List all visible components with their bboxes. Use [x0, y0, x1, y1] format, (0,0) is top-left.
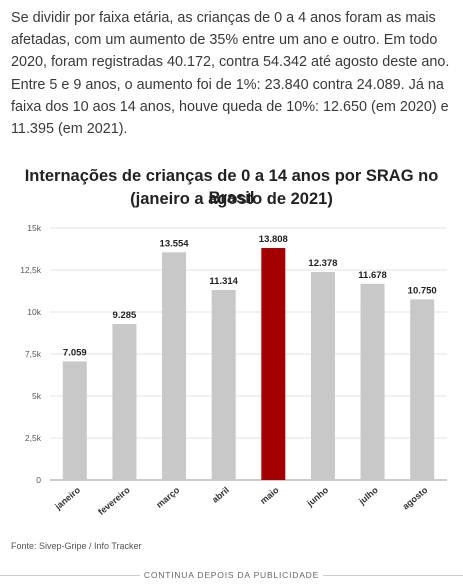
- value-label: 13.808: [259, 234, 288, 245]
- ad-divider: CONTINUA DEPOIS DA PUBLICIDADE: [0, 568, 463, 582]
- bar-março: [162, 252, 187, 480]
- y-tick-label: 2,5k: [25, 433, 42, 443]
- bar-maio: [261, 248, 286, 480]
- bars: [62, 248, 435, 480]
- x-tick-label: maio: [258, 485, 281, 506]
- chart-subtitle: (janeiro a agosto de 2021): [130, 190, 333, 208]
- bar-agosto: [410, 299, 435, 480]
- bar-junho: [310, 272, 335, 480]
- y-tick-label: 10k: [27, 307, 41, 317]
- bar-abril: [211, 289, 236, 480]
- ad-divider-line-left: [0, 575, 140, 576]
- x-tick-label: fevereiro: [96, 485, 132, 517]
- y-tick-label: 15k: [27, 223, 41, 233]
- value-label: 13.554: [160, 238, 190, 249]
- x-tick-label: junho: [304, 485, 330, 509]
- article-paragraph: Se dividir por faixa etária, as crianças…: [11, 10, 450, 138]
- value-label: 11.678: [358, 270, 387, 281]
- x-tick-label: julho: [356, 485, 380, 507]
- value-label: 12.378: [308, 258, 337, 269]
- y-tick-label: 12,5k: [20, 265, 42, 275]
- source-note: Fonte: Sivep-Gripe / Info Tracker: [11, 541, 142, 551]
- bar-janeiro: [62, 361, 87, 480]
- x-axis-tick-labels: janeiro fevereiro março abril maio junho julho…: [52, 485, 430, 517]
- x-tick-label: abril: [210, 485, 231, 505]
- ad-divider-line-right: [323, 575, 463, 576]
- value-label: 11.314: [209, 276, 238, 287]
- grid-lines: [50, 227, 447, 481]
- value-label: 7.059: [63, 347, 87, 358]
- bar-julho: [360, 283, 385, 480]
- x-tick-label: agosto: [400, 485, 429, 512]
- y-tick-label: 5k: [32, 391, 42, 401]
- y-tick-label: 7,5k: [25, 349, 42, 359]
- value-label: 10.750: [408, 285, 437, 296]
- chart-title: Internações de crianças de 0 a 14 anos p…: [24, 167, 439, 207]
- y-axis-tick-labels: 0 2,5k 5k 7,5k 10k 12,5k 15k: [20, 223, 42, 485]
- ad-divider-label: CONTINUA DEPOIS DA PUBLICIDADE: [143, 570, 320, 580]
- value-labels: 7.059 9.285 13.554 11.314 13.808 12.378 11.678…: [63, 234, 437, 358]
- value-label: 9.285: [113, 310, 137, 321]
- x-tick-label: março: [154, 485, 182, 510]
- y-tick-label: 0: [36, 475, 41, 485]
- x-tick-label: janeiro: [52, 485, 82, 513]
- bar-fevereiro: [112, 324, 137, 480]
